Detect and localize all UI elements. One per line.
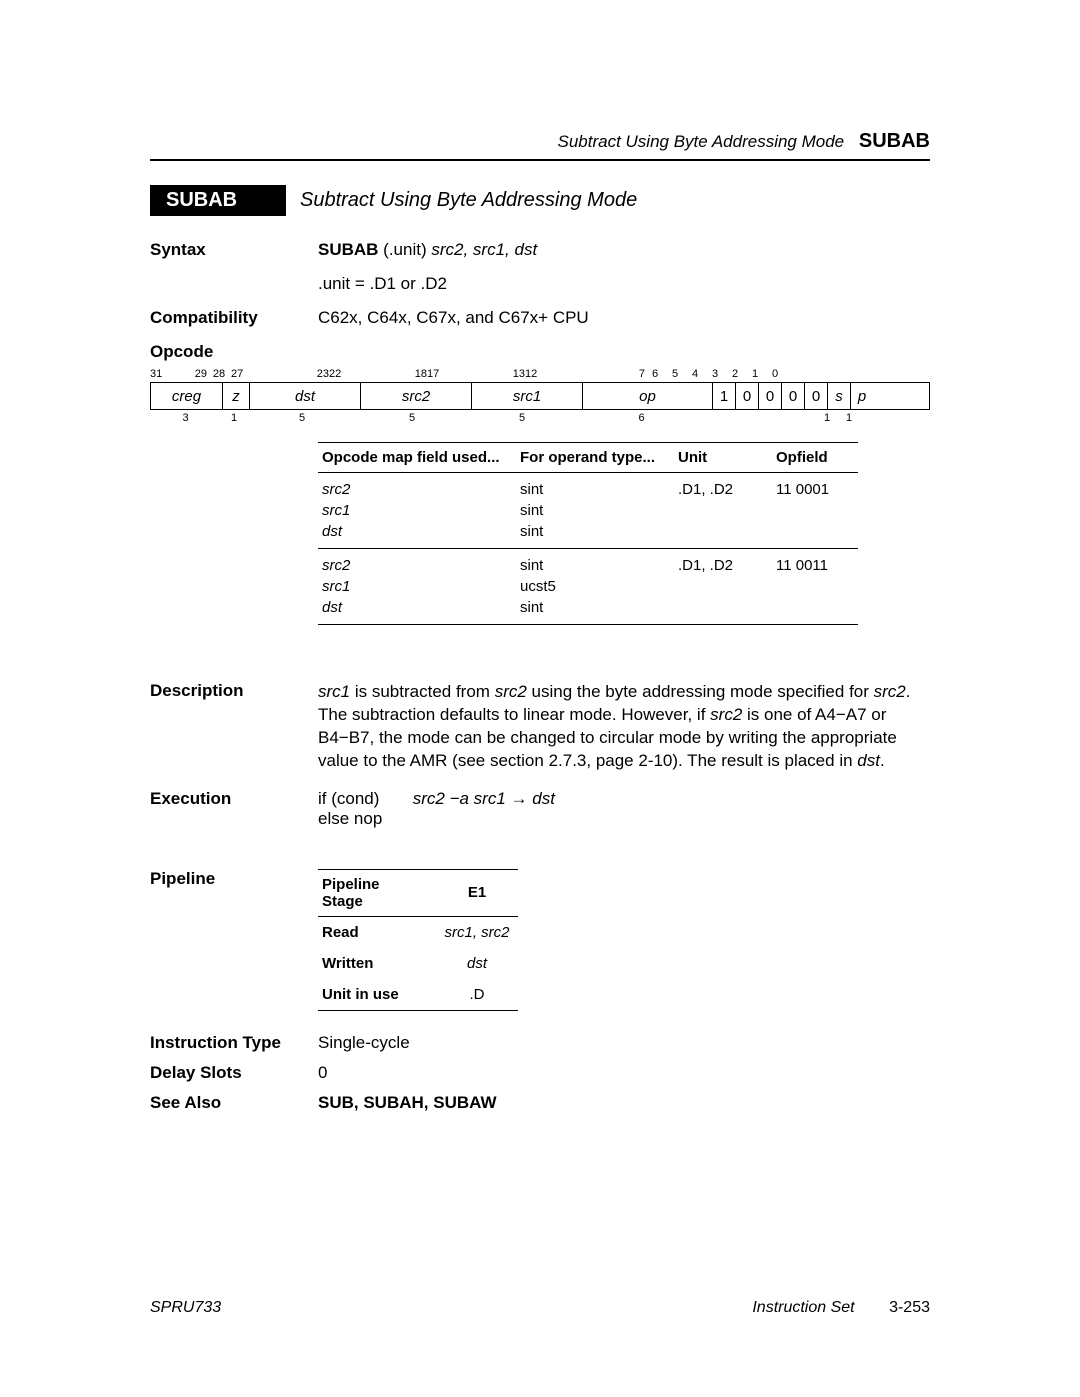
footer-page: 3-253 (889, 1299, 930, 1316)
bitfield-row: cregzdstsrc2src1op10000sp (150, 382, 930, 410)
syntax-content: SUBAB (.unit) src2, src1, dst .unit = .D… (318, 240, 930, 294)
itype-label: Instruction Type (150, 1033, 318, 1053)
desc-t1: is subtracted from (350, 682, 495, 701)
pipeline-row-item: Readsrc1, src2 (318, 916, 518, 948)
opmap-row: dstsint (318, 521, 858, 549)
syntax-label: Syntax (150, 240, 318, 294)
pipe-h2: E1 (436, 869, 518, 916)
opmap-row: src2sint.D1, .D211 0011 (318, 549, 858, 577)
opmap-h4: Opfield (772, 443, 858, 473)
pipeline-table: PipelineStage E1 Readsrc1, src2Writtends… (318, 869, 518, 1011)
opmap-h2: For operand type... (516, 443, 674, 473)
opmap-row: dstsint (318, 597, 858, 625)
dslots-row: Delay Slots 0 (150, 1063, 930, 1083)
running-head: Subtract Using Byte Addressing Mode SUBA… (150, 130, 930, 153)
exec-else: else nop (318, 809, 930, 829)
pipeline-row: Pipeline PipelineStage E1 Readsrc1, src2… (150, 869, 930, 1011)
bitfield-diagram: 31 29 28 27 23 22 18 17 13 12 7 6 5 4 3 … (150, 368, 930, 424)
seealso-row: See Also SUB, SUBAH, SUBAW (150, 1093, 930, 1113)
bitfield-cell: 0 (782, 383, 805, 409)
opcode-label: Opcode (150, 342, 318, 362)
footer: SPRU733 Instruction Set 3-253 (150, 1299, 930, 1317)
syntax-row: Syntax SUBAB (.unit) src2, src1, dst .un… (150, 240, 930, 294)
desc-t2: using the byte addressing mode specified… (527, 682, 874, 701)
pipeline-row-item: Writtendst (318, 948, 518, 979)
bitfield-cell: 1 (713, 383, 736, 409)
page: Subtract Using Byte Addressing Mode SUBA… (0, 0, 1080, 1397)
description-row: Description src1 is subtracted from src2… (150, 681, 930, 773)
footer-right-italic: Instruction Set (752, 1299, 854, 1316)
compat-row: Compatibility C62x, C64x, C67x, and C67x… (150, 308, 930, 328)
desc-dst: dst (857, 751, 880, 770)
syntax-unit-paren: (.unit) (378, 240, 431, 259)
bitfield-cell: src2 (361, 383, 472, 409)
desc-src2c: src2 (710, 705, 742, 724)
dslots-value: 0 (318, 1063, 930, 1083)
description-text: src1 is subtracted from src2 using the b… (318, 681, 930, 773)
execution-row: Execution if (cond) src2 −a src1 → dst e… (150, 789, 930, 829)
description-label: Description (150, 681, 318, 773)
bitfield-cell: creg (151, 383, 223, 409)
exec-cond: if (cond) (318, 789, 408, 809)
desc-src2a: src2 (495, 682, 527, 701)
bitfield-cell: src1 (472, 383, 583, 409)
title-row: SUBAB Subtract Using Byte Addressing Mod… (150, 185, 930, 216)
bitfield-cell: 0 (736, 383, 759, 409)
opcode-map-table: Opcode map field used... For operand typ… (318, 442, 858, 625)
exec-expr: src2 −a src1 → dst (413, 789, 555, 808)
opmap-h1: Opcode map field used... (318, 443, 516, 473)
opmap-row: src1sint (318, 500, 858, 521)
bitfield-cell: op (583, 383, 713, 409)
bitfield-cell: dst (250, 383, 361, 409)
opcode-label-row: Opcode (150, 342, 930, 362)
bitfield-cell: p (851, 383, 873, 409)
syntax-args: src2, src1, dst (431, 240, 537, 259)
itype-value: Single-cycle (318, 1033, 930, 1053)
syntax-mnemonic: SUBAB (318, 240, 378, 259)
footer-left: SPRU733 (150, 1299, 221, 1317)
pipeline-label: Pipeline (150, 869, 318, 1011)
execution-label: Execution (150, 789, 318, 829)
running-title-italic: Subtract Using Byte Addressing Mode (558, 132, 845, 151)
pipe-h1: PipelineStage (318, 869, 436, 916)
bitfield-cell: 0 (759, 383, 782, 409)
title-text: Subtract Using Byte Addressing Mode (286, 189, 637, 212)
execution-content: if (cond) src2 −a src1 → dst else nop (318, 789, 930, 829)
bit-numbers-top: 31 29 28 27 23 22 18 17 13 12 7 6 5 4 3 … (150, 368, 930, 382)
title-badge: SUBAB (150, 185, 286, 216)
desc-t5: . (880, 751, 885, 770)
seealso-label: See Also (150, 1093, 318, 1113)
header-rule (150, 159, 930, 161)
syntax-unit-line: .unit = .D1 or .D2 (318, 274, 930, 294)
pipeline-content: PipelineStage E1 Readsrc1, src2Writtends… (318, 869, 930, 1011)
opmap-row: src2sint.D1, .D211 0001 (318, 473, 858, 501)
opmap-row: src1ucst5 (318, 576, 858, 597)
seealso-value: SUB, SUBAH, SUBAW (318, 1093, 930, 1113)
bitfield-cell: z (223, 383, 250, 409)
bitfield-cell: s (828, 383, 851, 409)
desc-src2b: src2 (874, 682, 906, 701)
pipeline-row-item: Unit in use.D (318, 979, 518, 1011)
running-title-bold: SUBAB (859, 130, 930, 152)
opmap-h3: Unit (674, 443, 772, 473)
bitfield-widths: 31555611 (150, 410, 930, 424)
desc-src1: src1 (318, 682, 350, 701)
compat-text: C62x, C64x, C67x, and C67x+ CPU (318, 308, 930, 328)
bitfield-cell: 0 (805, 383, 828, 409)
compat-label: Compatibility (150, 308, 318, 328)
itype-row: Instruction Type Single-cycle (150, 1033, 930, 1053)
dslots-label: Delay Slots (150, 1063, 318, 1083)
footer-right: Instruction Set 3-253 (752, 1299, 930, 1317)
